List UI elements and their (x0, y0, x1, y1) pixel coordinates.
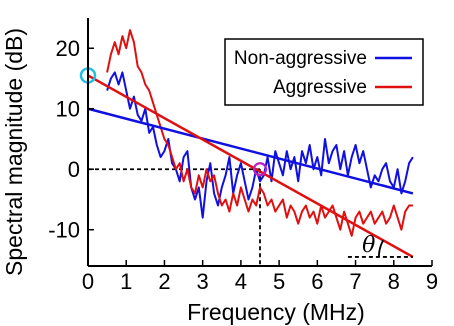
x-tick-label: 9 (426, 269, 438, 294)
y-axis-title: Spectral magnitude (dB) (1, 28, 27, 276)
theta-label: θ (362, 233, 375, 258)
series-line-non-aggressive (106, 71, 414, 219)
series-lines (106, 29, 414, 237)
legend-box (224, 38, 424, 106)
zero-crossing-marker (252, 162, 268, 177)
axes (87, 18, 433, 267)
fit-lines (87, 74, 414, 259)
x-tick-label: 4 (235, 269, 247, 294)
x-tick-label: 3 (197, 269, 209, 294)
legend-label-non-aggressive: Non-aggressive (234, 48, 367, 69)
y-tick-label: 10 (56, 97, 80, 122)
x-tick-label: 2 (158, 269, 170, 294)
x-tick-label: 6 (311, 269, 323, 294)
guide-lines (88, 168, 261, 266)
x-tick-label: 5 (273, 269, 285, 294)
fit-line-non-aggressive (87, 107, 414, 195)
legend: Non-aggressive Aggressive (224, 38, 424, 106)
x-axis-title: Frequency (MHz) (187, 299, 365, 325)
legend-label-aggressive: Aggressive (273, 77, 367, 98)
tick-labels: 0 1 2 3 4 5 6 7 8 9 -10 0 10 20 (48, 36, 438, 294)
fit-line-aggressive (87, 74, 414, 259)
y-tick-label: 20 (56, 36, 80, 61)
y-tick-label: -10 (48, 218, 80, 243)
slope-angle-annotation: θ (347, 233, 413, 258)
y-tick-label: 0 (68, 157, 80, 182)
x-tick-label: 0 (82, 269, 94, 294)
x-tick-label: 7 (349, 269, 361, 294)
x-tick-label: 1 (120, 269, 132, 294)
x-tick-label: 8 (388, 269, 400, 294)
angle-arc (377, 239, 385, 257)
series-line-aggressive (106, 29, 413, 237)
